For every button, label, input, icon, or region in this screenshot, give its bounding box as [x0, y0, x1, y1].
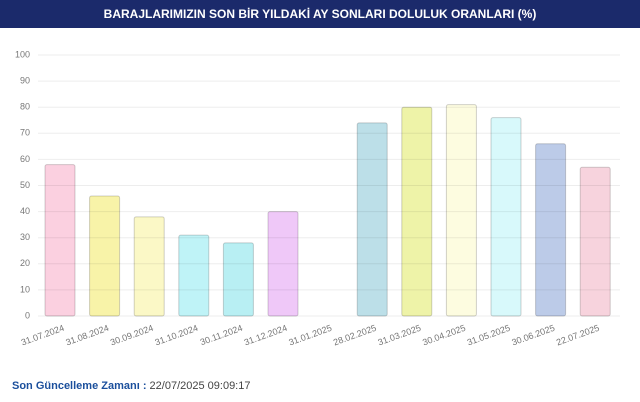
x-tick-label: 31.03.2025 — [377, 323, 423, 348]
footer: Son Güncelleme Zamanı : 22/07/2025 09:09… — [12, 380, 250, 392]
bar — [44, 164, 76, 317]
y-tick-label: 10 — [20, 284, 30, 294]
y-tick-label: 20 — [20, 258, 30, 268]
x-tick-label: 31.05.2025 — [466, 323, 512, 348]
chart-title: BARAJLARIMIZIN SON BİR YILDAKİ AY SONLAR… — [0, 0, 640, 28]
x-tick-label: 31.01.2025 — [287, 323, 333, 348]
y-tick-label: 90 — [20, 75, 30, 85]
bar — [401, 106, 433, 317]
y-tick-label: 100 — [15, 49, 30, 59]
y-tick-label: 40 — [20, 206, 30, 216]
bar — [133, 216, 165, 317]
x-tick-label: 30.11.2024 — [199, 323, 244, 348]
bar — [356, 122, 388, 317]
x-tick-label: 22.07.2025 — [555, 323, 601, 348]
x-tick-label: 30.04.2025 — [421, 323, 467, 348]
bar — [178, 234, 210, 317]
bar — [267, 211, 299, 317]
bar — [535, 143, 567, 317]
bar — [579, 166, 611, 317]
x-tick-label: 31.10.2024 — [154, 323, 200, 348]
bar — [89, 195, 121, 317]
x-tick-label: 28.02.2025 — [332, 323, 378, 348]
bar — [490, 117, 522, 317]
x-tick-label: 31.07.2024 — [20, 323, 66, 348]
chart: 31.07.202431.08.202430.09.202431.10.2024… — [15, 49, 620, 348]
bar — [445, 104, 477, 317]
x-tick-label: 30.06.2025 — [510, 323, 556, 348]
y-tick-label: 70 — [20, 128, 30, 138]
footer-label: Son Güncelleme Zamanı : — [12, 380, 147, 392]
y-tick-label: 60 — [20, 154, 30, 164]
y-tick-label: 0 — [25, 310, 30, 320]
y-tick-label: 80 — [20, 102, 30, 112]
x-tick-label: 31.08.2024 — [64, 323, 110, 348]
y-tick-label: 50 — [20, 180, 30, 190]
footer-value: 22/07/2025 09:09:17 — [149, 380, 251, 392]
bar — [222, 242, 254, 317]
x-tick-label: 31.12.2024 — [243, 323, 289, 348]
y-tick-label: 30 — [20, 232, 30, 242]
x-tick-label: 30.09.2024 — [109, 323, 155, 348]
